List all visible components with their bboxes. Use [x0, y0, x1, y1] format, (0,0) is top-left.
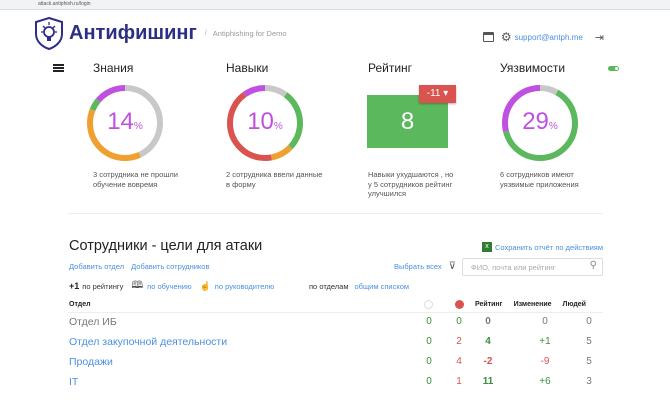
cell-rating: 4 [485, 336, 491, 347]
brand-subtitle: Antiphishing for Demo [212, 29, 287, 38]
donut-segment [87, 85, 163, 161]
vulns-donut[interactable] [500, 83, 580, 163]
browser-bar: attack.antiphish.ru/login [0, 0, 670, 10]
widget-title-skills: Навыки [226, 61, 269, 75]
menu-icon[interactable] [53, 64, 64, 72]
calendar-icon[interactable] [482, 32, 494, 42]
col-rating[interactable]: Рейтинг [475, 301, 503, 308]
brand-name: Антифишинг [69, 22, 197, 44]
skills-caption: 2 сотрудника ввели данные в форму [226, 170, 323, 189]
rating-box[interactable]: 8 [367, 95, 448, 148]
donut-segment [227, 85, 303, 161]
col-people[interactable]: Людей [562, 301, 586, 308]
vulns-caption: 6 сотрудников имеют уязвимые приложения [500, 170, 579, 189]
flat-list-link[interactable]: общим списком [354, 281, 410, 291]
cell-c1: 0 [426, 356, 432, 367]
col-red-circle-icon[interactable] [455, 300, 464, 309]
row-name[interactable]: IT [69, 376, 79, 388]
logo-icon [35, 17, 63, 50]
cell-c2: 4 [456, 356, 462, 367]
cell-c2: 2 [456, 336, 462, 347]
vulns-toggle[interactable] [608, 66, 619, 71]
donut-segment [227, 85, 303, 161]
skills-value: 10% [247, 108, 283, 135]
cell-change: 0 [542, 316, 548, 327]
cell-c1: 0 [426, 316, 432, 327]
cell-people: 5 [586, 336, 592, 347]
cell-people: 0 [586, 316, 592, 327]
cell-people: 3 [586, 376, 592, 387]
sort-by-manager[interactable]: по руководителю [214, 281, 275, 291]
header-actions: ⚙ support@antph.me ⇥ [482, 29, 604, 45]
hand-icon: ☝ [199, 280, 211, 291]
donut-segment [502, 85, 578, 161]
rating-caption: Навыки ухудшаются , но у 5 сотрудников р… [368, 170, 454, 198]
donut-segment [502, 85, 578, 161]
widget-title-rating: Рейтинг [368, 61, 413, 75]
support-email-link[interactable]: support@antph.me [514, 32, 583, 42]
group-by-dept[interactable]: по отделам [309, 281, 349, 291]
rating-delta-badge: -11 ▾ [419, 85, 456, 103]
sort-by-rating[interactable]: по рейтингу [82, 281, 124, 291]
col-empty-circle-icon[interactable] [424, 300, 433, 309]
book-icon: 🕮 [131, 279, 144, 291]
row-name: Отдел ИБ [69, 316, 117, 328]
table-divider [68, 312, 603, 313]
cell-rating: 0 [485, 316, 491, 327]
search-icon[interactable]: ⚲ [589, 260, 597, 271]
knowledge-caption: 3 сотрудника не прошли обучение вовремя [93, 170, 178, 189]
vulns-value: 29% [522, 108, 558, 135]
section-title: Сотрудники - цели для атаки [69, 238, 263, 254]
widget-title-knowledge: Знания [93, 61, 134, 75]
cell-change: +1 [539, 336, 551, 347]
cell-people: 5 [586, 356, 592, 367]
cell-c2: 1 [456, 376, 462, 387]
sort-by-training[interactable]: по обучению [147, 281, 192, 291]
cell-c2: 0 [456, 316, 462, 327]
knowledge-value: 14% [107, 108, 143, 135]
add-department-link[interactable]: Добавить отдел [69, 262, 125, 271]
col-change[interactable]: Изменение [513, 301, 552, 308]
url-bar[interactable]: attack.antiphish.ru/login [38, 1, 91, 7]
save-report[interactable]: x Сохранить отчёт по действиям [481, 242, 603, 252]
search-input[interactable]: ФИО, почта или рейтинг ⚲ [462, 258, 603, 276]
cell-rating: -2 [483, 356, 493, 367]
excel-icon: x [481, 242, 492, 252]
row-name[interactable]: Продажи [69, 356, 113, 368]
donut-segment [87, 85, 163, 161]
cell-rating: 11 [482, 376, 494, 387]
group-row: по отделам общим списком [309, 280, 409, 292]
add-links: Добавить отдел Добавить сотрудников [69, 262, 209, 271]
logout-icon[interactable]: ⇥ [594, 31, 604, 44]
sort-plus: +1 [69, 281, 80, 291]
divider [68, 213, 603, 214]
skills-donut[interactable] [225, 83, 305, 163]
select-all-link[interactable]: Выбрать всех [393, 262, 442, 271]
widget-title-vulns: Уязвимости [500, 61, 566, 75]
knowledge-donut[interactable] [85, 83, 165, 163]
filter-icon[interactable]: ⊽ [448, 261, 456, 272]
col-dept[interactable]: Отдел [69, 301, 91, 308]
brand-block: Антифишинг / Antiphishing for Demo [35, 17, 287, 50]
gear-icon[interactable]: ⚙ [500, 30, 512, 44]
cell-change: +6 [539, 376, 551, 387]
select-filter: Выбрать всех ⊽ [394, 261, 456, 272]
row-name[interactable]: Отдел закупочной деятельности [69, 336, 228, 348]
cell-change: -9 [540, 356, 550, 367]
table-header-right: Рейтинг Изменение Людей [475, 301, 586, 308]
donut-segment [227, 85, 303, 161]
cell-c1: 0 [426, 376, 432, 387]
brand-separator: / [204, 30, 207, 37]
save-report-link[interactable]: Сохранить отчёт по действиям [494, 242, 603, 252]
add-employees-link[interactable]: Добавить сотрудников [131, 262, 210, 271]
search-placeholder: ФИО, почта или рейтинг [471, 263, 556, 272]
cell-c1: 0 [426, 336, 432, 347]
sort-row: +1 по рейтингу 🕮 по обучению ☝ по руково… [69, 280, 274, 292]
